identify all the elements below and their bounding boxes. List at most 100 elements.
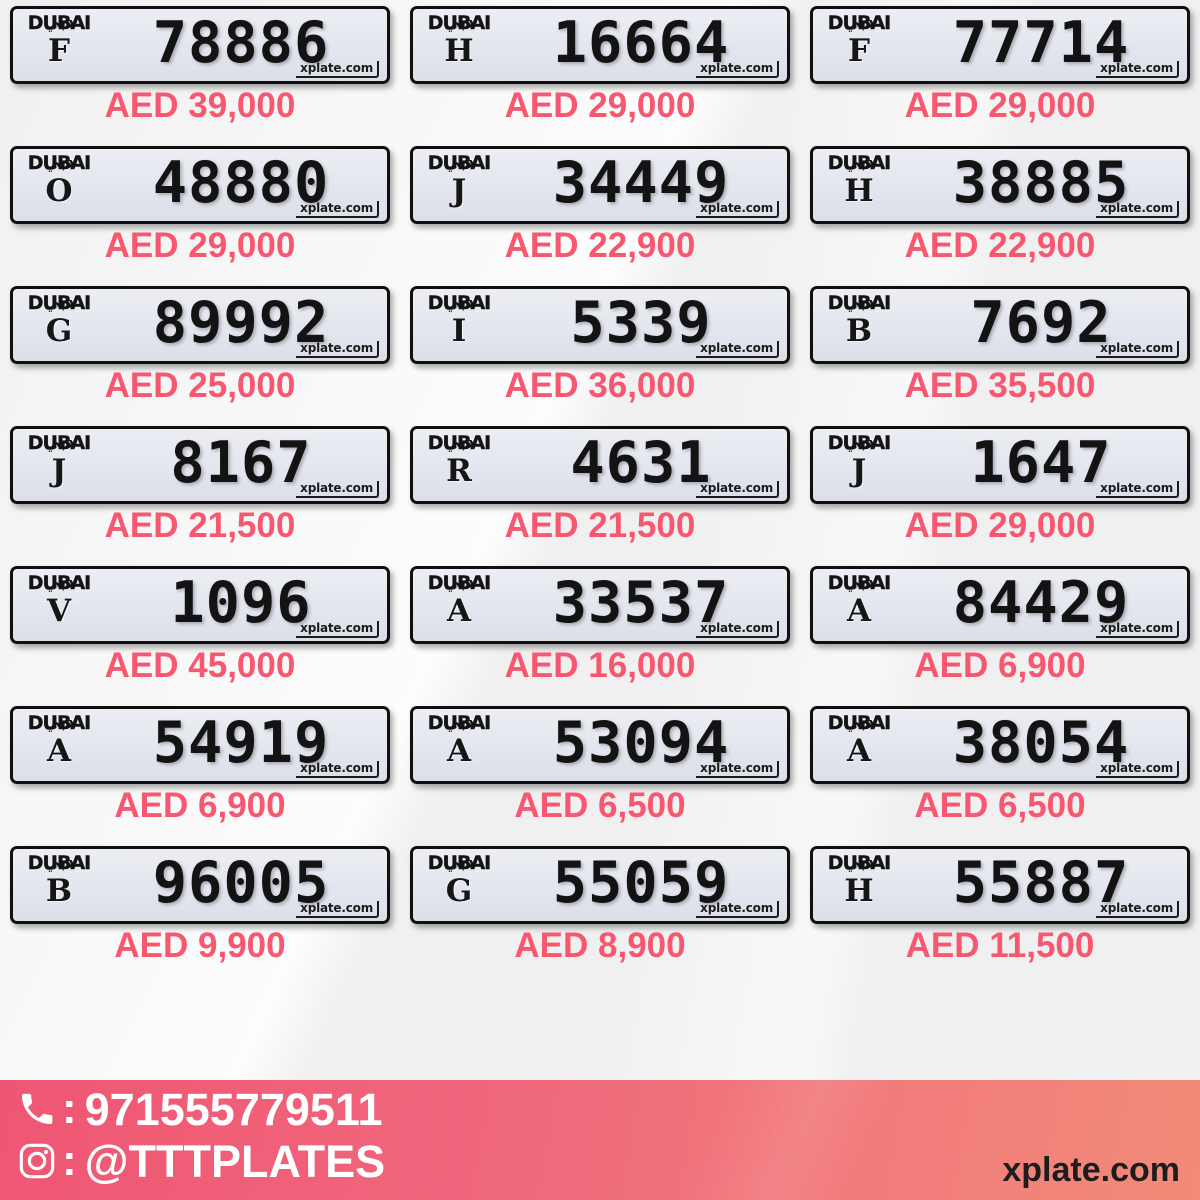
- plate-watermark: xplate.com: [1096, 761, 1179, 778]
- plate-listing[interactable]: دبي DUBAI A 54919 xplate.com AED 6,900: [0, 700, 400, 840]
- plate-listing[interactable]: دبي DUBAI O 48880 xplate.com AED 29,000: [0, 140, 400, 280]
- license-plate[interactable]: دبي DUBAI A 84429 xplate.com: [810, 566, 1190, 644]
- plate-listing[interactable]: دبي DUBAI V 1096 xplate.com AED 45,000: [0, 560, 400, 700]
- dubai-arabic: دبي: [43, 290, 75, 313]
- plate-number-block: 5339: [505, 289, 787, 361]
- site-brand[interactable]: xplate.com: [1002, 1151, 1180, 1189]
- plate-watermark: xplate.com: [296, 621, 379, 638]
- plate-watermark: xplate.com: [696, 61, 779, 78]
- plate-listing[interactable]: دبي DUBAI R 4631 xplate.com AED 21,500: [400, 420, 800, 560]
- plate-listing[interactable]: دبي DUBAI A 38054 xplate.com AED 6,500: [800, 700, 1200, 840]
- plate-price: AED 6,900: [114, 786, 286, 825]
- instagram-separator: :: [62, 1136, 77, 1185]
- license-plate[interactable]: دبي DUBAI H 55887 xplate.com: [810, 846, 1190, 924]
- plate-price: AED 11,500: [905, 926, 1095, 965]
- license-plate[interactable]: دبي DUBAI B 96005 xplate.com: [10, 846, 390, 924]
- plate-number: 1647: [970, 429, 1112, 496]
- dubai-latin: DUBAI: [827, 432, 892, 454]
- dubai-arabic: دبي: [843, 430, 875, 453]
- plate-listing[interactable]: دبي DUBAI H 16664 xplate.com AED 29,000: [400, 0, 800, 140]
- license-plate[interactable]: دبي DUBAI B 7692 xplate.com: [810, 286, 1190, 364]
- license-plate[interactable]: دبي DUBAI V 1096 xplate.com: [10, 566, 390, 644]
- license-plate[interactable]: دبي DUBAI G 55059 xplate.com: [410, 846, 790, 924]
- license-plate[interactable]: دبي DUBAI A 38054 xplate.com: [810, 706, 1190, 784]
- plate-code-letter: B: [845, 313, 873, 349]
- license-plate[interactable]: دبي DUBAI O 48880 xplate.com: [10, 146, 390, 224]
- plate-price: AED 6,500: [914, 786, 1086, 825]
- phone-number: 971555779511: [84, 1083, 383, 1135]
- plate-listing[interactable]: دبي DUBAI A 53094 xplate.com AED 6,500: [400, 700, 800, 840]
- license-plate[interactable]: دبي DUBAI A 54919 xplate.com: [10, 706, 390, 784]
- plate-listing[interactable]: دبي DUBAI J 1647 xplate.com AED 29,000: [800, 420, 1200, 560]
- plate-emirate-block: دبي DUBAI H: [813, 149, 905, 221]
- plate-listing[interactable]: دبي DUBAI B 96005 xplate.com AED 9,900: [0, 840, 400, 980]
- license-plate[interactable]: دبي DUBAI F 78886 xplate.com: [10, 6, 390, 84]
- plate-listing[interactable]: دبي DUBAI I 5339 xplate.com AED 36,000: [400, 280, 800, 420]
- plate-code-letter: I: [451, 313, 467, 349]
- plate-emirate-block: دبي DUBAI J: [813, 429, 905, 501]
- plate-emirate-block: دبي DUBAI B: [13, 849, 105, 921]
- plate-listing[interactable]: دبي DUBAI H 38885 xplate.com AED 22,900: [800, 140, 1200, 280]
- plate-watermark: xplate.com: [1096, 201, 1179, 218]
- plate-code-letter: A: [46, 733, 72, 769]
- license-plate[interactable]: دبي DUBAI J 34449 xplate.com: [410, 146, 790, 224]
- license-plate[interactable]: دبي DUBAI H 38885 xplate.com: [810, 146, 1190, 224]
- plate-emirate-block: دبي DUBAI G: [413, 849, 505, 921]
- dubai-wordmark: دبي DUBAI: [23, 571, 95, 594]
- license-plate[interactable]: دبي DUBAI R 4631 xplate.com: [410, 426, 790, 504]
- dubai-latin: DUBAI: [27, 712, 92, 734]
- dubai-wordmark: دبي DUBAI: [423, 291, 495, 314]
- plate-watermark: xplate.com: [1096, 61, 1179, 78]
- plate-emirate-block: دبي DUBAI J: [13, 429, 105, 501]
- plate-listing[interactable]: دبي DUBAI F 78886 xplate.com AED 39,000: [0, 0, 400, 140]
- dubai-wordmark: دبي DUBAI: [23, 711, 95, 734]
- plate-code-letter: H: [444, 33, 474, 69]
- dubai-arabic: دبي: [43, 850, 75, 873]
- dubai-arabic: دبي: [843, 290, 875, 313]
- license-plate[interactable]: دبي DUBAI F 77714 xplate.com: [810, 6, 1190, 84]
- license-plate[interactable]: دبي DUBAI H 16664 xplate.com: [410, 6, 790, 84]
- plate-code-letter: F: [847, 33, 870, 69]
- dubai-arabic: دبي: [443, 150, 475, 173]
- plate-watermark: xplate.com: [296, 341, 379, 358]
- license-plate[interactable]: دبي DUBAI A 53094 xplate.com: [410, 706, 790, 784]
- plate-price: AED 29,000: [904, 506, 1096, 545]
- plate-code-letter: J: [451, 173, 467, 209]
- plate-listing[interactable]: دبي DUBAI A 33537 xplate.com AED 16,000: [400, 560, 800, 700]
- plate-watermark: xplate.com: [296, 761, 379, 778]
- dubai-arabic: دبي: [443, 430, 475, 453]
- license-plate[interactable]: دبي DUBAI J 8167 xplate.com: [10, 426, 390, 504]
- phone-contact[interactable]: : 971555779511: [14, 1086, 383, 1132]
- plate-code-letter: A: [446, 733, 472, 769]
- plate-watermark: xplate.com: [1096, 621, 1179, 638]
- dubai-arabic: دبي: [43, 150, 75, 173]
- license-plate[interactable]: دبي DUBAI J 1647 xplate.com: [810, 426, 1190, 504]
- license-plate[interactable]: دبي DUBAI G 89992 xplate.com: [10, 286, 390, 364]
- license-plate[interactable]: دبي DUBAI A 33537 xplate.com: [410, 566, 790, 644]
- dubai-arabic: دبي: [843, 850, 875, 873]
- plate-price: AED 22,900: [904, 226, 1096, 265]
- plate-listing[interactable]: دبي DUBAI G 89992 xplate.com AED 25,000: [0, 280, 400, 420]
- plate-listing[interactable]: دبي DUBAI J 34449 xplate.com AED 22,900: [400, 140, 800, 280]
- plate-number: 5339: [570, 289, 712, 356]
- dubai-wordmark: دبي DUBAI: [823, 850, 895, 874]
- plate-watermark: xplate.com: [296, 61, 379, 78]
- dubai-wordmark: دبي DUBAI: [823, 430, 895, 454]
- plate-listing[interactable]: دبي DUBAI F 77714 xplate.com AED 29,000: [800, 0, 1200, 140]
- plate-listing[interactable]: دبي DUBAI B 7692 xplate.com AED 35,500: [800, 280, 1200, 420]
- dubai-latin: DUBAI: [427, 292, 492, 314]
- license-plate[interactable]: دبي DUBAI I 5339 xplate.com: [410, 286, 790, 364]
- dubai-wordmark: دبي DUBAI: [423, 851, 495, 874]
- dubai-wordmark: دبي DUBAI: [423, 571, 495, 594]
- dubai-wordmark: دبي DUBAI: [823, 571, 895, 594]
- plate-emirate-block: دبي DUBAI A: [413, 569, 505, 641]
- instagram-icon: [14, 1138, 60, 1184]
- plate-listing[interactable]: دبي DUBAI H 55887 xplate.com AED 11,500: [800, 840, 1200, 980]
- instagram-contact[interactable]: : @TTTPLATES: [14, 1138, 385, 1184]
- plate-listing[interactable]: دبي DUBAI J 8167 xplate.com AED 21,500: [0, 420, 400, 560]
- dubai-wordmark: دبي DUBAI: [823, 711, 895, 734]
- plate-listing[interactable]: دبي DUBAI A 84429 xplate.com AED 6,900: [800, 560, 1200, 700]
- plate-listing[interactable]: دبي DUBAI G 55059 xplate.com AED 8,900: [400, 840, 800, 980]
- plate-emirate-block: دبي DUBAI I: [413, 289, 505, 361]
- plate-price: AED 35,500: [904, 366, 1096, 405]
